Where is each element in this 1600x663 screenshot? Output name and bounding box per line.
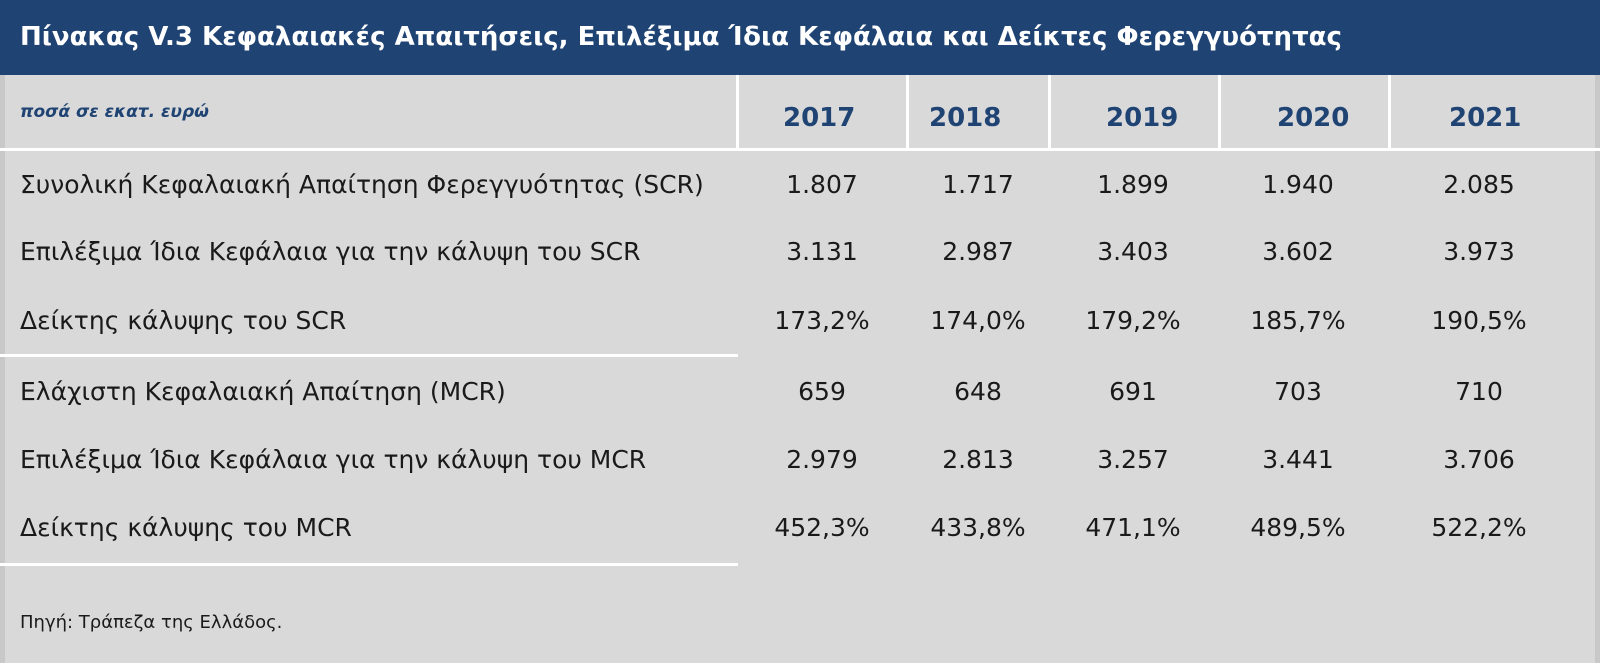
year-header: 2018 (929, 103, 1002, 133)
table-cell: 3.706 (1443, 445, 1515, 474)
row-label-scr: Συνολική Κεφαλαιακή Απαίτηση Φερεγγυότητ… (20, 170, 704, 199)
table-cell: 3.602 (1262, 237, 1334, 266)
section-divider (0, 354, 738, 357)
table-cell: 433,8% (930, 513, 1026, 542)
table-cell: 522,2% (1431, 513, 1527, 542)
header-divider (1218, 75, 1221, 151)
year-header: 2017 (783, 103, 856, 133)
row-label-mcr: Ελάχιστη Κεφαλαιακή Απαίτηση (MCR) (20, 377, 506, 406)
table-cell: 190,5% (1431, 306, 1527, 335)
table-cell: 3.403 (1097, 237, 1169, 266)
table-title-bar: Πίνακας V.3 Κεφαλαιακές Απαιτήσεις, Επιλ… (0, 0, 1600, 75)
header-divider (1388, 75, 1391, 151)
table-cell: 185,7% (1250, 306, 1346, 335)
left-frame (0, 75, 5, 663)
table-cell: 1.717 (942, 170, 1014, 199)
units-label: ποσά σε εκατ. ευρώ (20, 102, 209, 122)
table-cell: 1.940 (1262, 170, 1334, 199)
table-cell: 489,5% (1250, 513, 1346, 542)
table-cell: 3.257 (1097, 445, 1169, 474)
table-cell: 1.807 (786, 170, 858, 199)
table-cell: 1.899 (1097, 170, 1169, 199)
table-cell: 703 (1274, 377, 1322, 406)
row-label-scr-ratio: Δείκτης κάλυψης του SCR (20, 306, 347, 335)
year-header: 2020 (1277, 103, 1350, 133)
header-rule (0, 148, 1600, 151)
table-bottom-rule (0, 563, 738, 566)
table-cell: 710 (1455, 377, 1503, 406)
table-cell: 471,1% (1085, 513, 1181, 542)
table-cell: 2.987 (942, 237, 1014, 266)
year-header: 2019 (1106, 103, 1179, 133)
header-divider (736, 75, 739, 151)
table-title: Πίνακας V.3 Κεφαλαιακές Απαιτήσεις, Επιλ… (20, 22, 1342, 52)
table-cell: 3.441 (1262, 445, 1334, 474)
table-cell: 179,2% (1085, 306, 1181, 335)
table-cell: 691 (1109, 377, 1157, 406)
right-frame (1595, 75, 1600, 663)
header-divider (1048, 75, 1051, 151)
table-cell: 2.813 (942, 445, 1014, 474)
year-header: 2021 (1449, 103, 1522, 133)
header-divider (906, 75, 909, 151)
table-cell: 174,0% (930, 306, 1026, 335)
row-label-own-funds-mcr: Επιλέξιμα Ίδια Κεφάλαια για την κάλυψη τ… (20, 445, 647, 474)
table-cell: 173,2% (774, 306, 870, 335)
source-note: Πηγή: Τράπεζα της Ελλάδος. (20, 612, 283, 633)
table-cell: 3.973 (1443, 237, 1515, 266)
table-cell: 2.085 (1443, 170, 1515, 199)
table-cell: 659 (798, 377, 846, 406)
row-label-own-funds-scr: Επιλέξιμα Ίδια Κεφάλαια για την κάλυψη τ… (20, 237, 641, 266)
table-cell: 452,3% (774, 513, 870, 542)
table-cell: 2.979 (786, 445, 858, 474)
table-cell: 3.131 (786, 237, 858, 266)
table-cell: 648 (954, 377, 1002, 406)
row-label-mcr-ratio: Δείκτης κάλυψης του MCR (20, 513, 352, 542)
